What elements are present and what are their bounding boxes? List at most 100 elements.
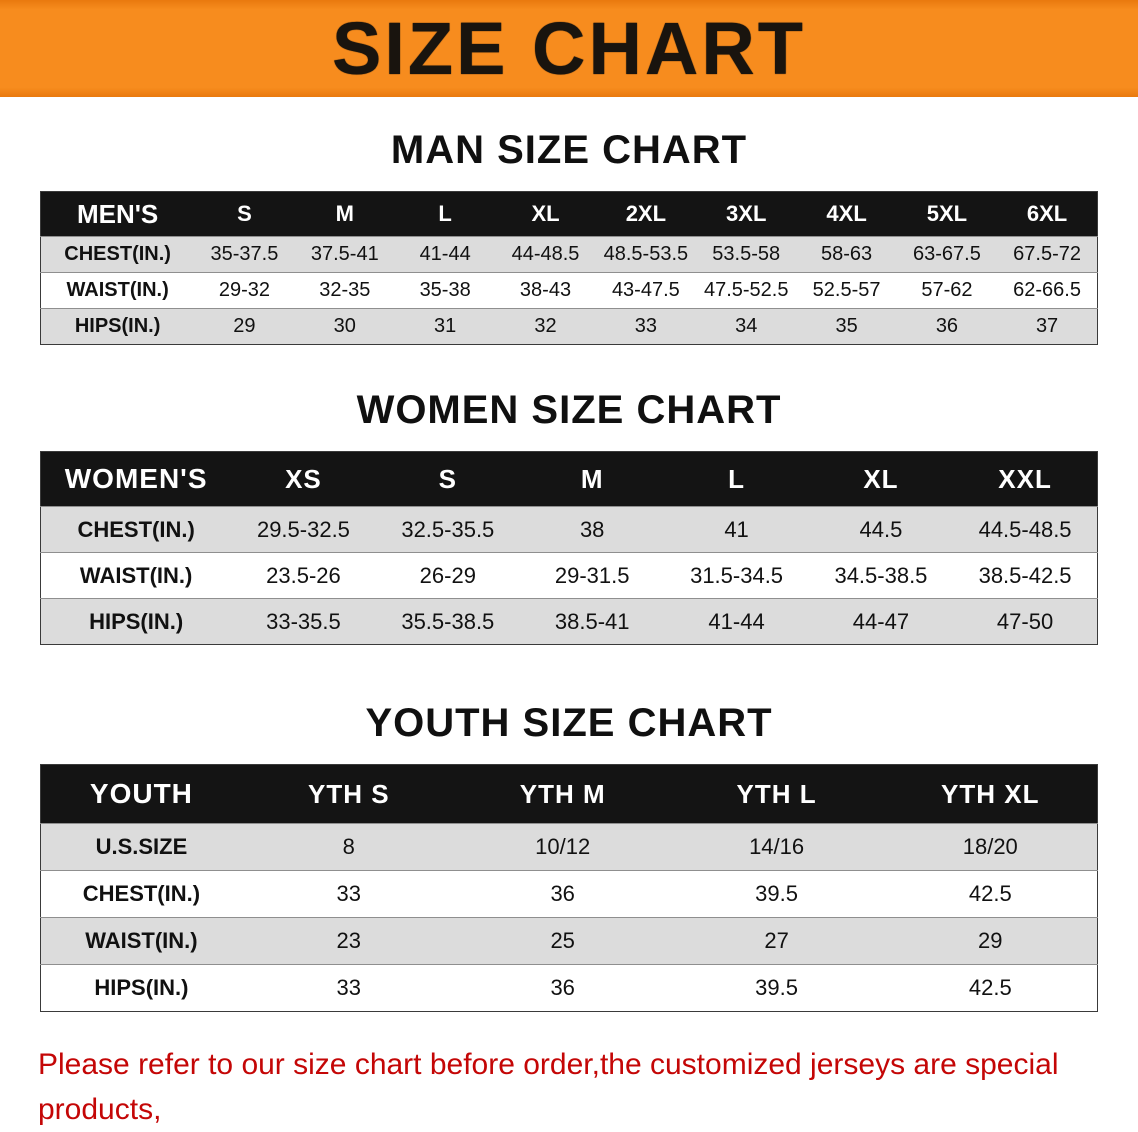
women-size-table: WOMEN'S XS S M L XL XXL CHEST(IN.) 29.5-32.5 32.5… xyxy=(40,451,1098,645)
men-size-table: MEN'S S M L XL 2XL 3XL 4XL 5XL 6XL CHEST(IN.) 35-37… xyxy=(40,191,1098,345)
table-row: CHEST(IN.) 35-37.5 37.5-41 41-44 44-48.5 48.5… xyxy=(40,236,1098,273)
value-cell: 29 xyxy=(883,917,1098,965)
table-header-row: MEN'S S M L XL 2XL 3XL 4XL 5XL 6XL xyxy=(40,191,1098,237)
youth-section-heading: YOUTH SIZE CHART xyxy=(365,701,773,745)
value-cell: 33 xyxy=(595,308,697,345)
table-title-cell: YOUTH xyxy=(40,764,242,824)
value-cell: 8 xyxy=(241,823,456,871)
size-header-cell: 6XL xyxy=(997,191,1098,237)
value-cell: 18/20 xyxy=(883,823,1098,871)
value-cell: 41-44 xyxy=(664,598,809,645)
value-cell: 34.5-38.5 xyxy=(808,552,954,599)
value-cell: 63-67.5 xyxy=(896,236,998,273)
table-row: HIPS(IN.) 33-35.5 35.5-38.5 38.5-41 41-44 44-… xyxy=(40,598,1098,645)
table-row: U.S.SIZE 8 10/12 14/16 18/20 xyxy=(40,823,1098,871)
value-cell: 35-37.5 xyxy=(194,236,295,273)
row-label-cell: U.S.SIZE xyxy=(40,823,242,871)
value-cell: 57-62 xyxy=(896,272,998,309)
value-cell: 39.5 xyxy=(669,870,884,918)
value-cell: 29-32 xyxy=(194,272,295,309)
value-cell: 58-63 xyxy=(796,236,897,273)
table-title-cell: WOMEN'S xyxy=(40,451,232,507)
size-header-cell: YTH L xyxy=(669,764,884,824)
value-cell: 52.5-57 xyxy=(796,272,897,309)
value-cell: 42.5 xyxy=(883,964,1098,1012)
size-header-cell: XS xyxy=(231,451,376,507)
row-label-cell: HIPS(IN.) xyxy=(40,598,232,645)
row-label-cell: CHEST(IN.) xyxy=(40,870,242,918)
row-label-cell: CHEST(IN.) xyxy=(40,506,232,553)
size-header-cell: M xyxy=(294,191,395,237)
disclaimer: Please refer to our size chart before or… xyxy=(38,1042,1100,1132)
value-cell: 53.5-58 xyxy=(696,236,797,273)
value-cell: 62-66.5 xyxy=(997,272,1098,309)
size-header-cell: S xyxy=(194,191,295,237)
value-cell: 44-47 xyxy=(808,598,954,645)
size-header-cell: XXL xyxy=(953,451,1098,507)
size-header-cell: M xyxy=(520,451,665,507)
value-cell: 29-31.5 xyxy=(520,552,665,599)
value-cell: 10/12 xyxy=(455,823,670,871)
value-cell: 33 xyxy=(241,870,456,918)
value-cell: 67.5-72 xyxy=(997,236,1098,273)
size-header-cell: 2XL xyxy=(595,191,697,237)
value-cell: 38.5-42.5 xyxy=(953,552,1098,599)
women-size-section: WOMEN SIZE CHART WOMEN'S XS S M L XL XXL CHEST(… xyxy=(0,387,1138,645)
size-header-cell: YTH M xyxy=(455,764,670,824)
value-cell: 32.5-35.5 xyxy=(375,506,520,553)
banner: SIZE CHART xyxy=(0,0,1138,97)
row-label-cell: WAIST(IN.) xyxy=(40,552,232,599)
table-header-row: WOMEN'S XS S M L XL XXL xyxy=(40,451,1098,507)
value-cell: 37.5-41 xyxy=(294,236,395,273)
value-cell: 48.5-53.5 xyxy=(595,236,697,273)
men-size-section: MAN SIZE CHART MEN'S S M L XL 2XL 3XL 4XL 5XL 6XL… xyxy=(0,127,1138,345)
value-cell: 31 xyxy=(394,308,496,345)
value-cell: 44.5-48.5 xyxy=(953,506,1098,553)
value-cell: 47-50 xyxy=(953,598,1098,645)
value-cell: 39.5 xyxy=(669,964,884,1012)
value-cell: 26-29 xyxy=(375,552,520,599)
value-cell: 33-35.5 xyxy=(231,598,376,645)
disclaimer-line-1: Please refer to our size chart before or… xyxy=(38,1048,1059,1126)
value-cell: 38.5-41 xyxy=(520,598,665,645)
value-cell: 35 xyxy=(796,308,897,345)
value-cell: 47.5-52.5 xyxy=(696,272,797,309)
value-cell: 42.5 xyxy=(883,870,1098,918)
size-header-cell: L xyxy=(664,451,809,507)
value-cell: 44.5 xyxy=(808,506,954,553)
value-cell: 38-43 xyxy=(495,272,596,309)
youth-size-table: YOUTH YTH S YTH M YTH L YTH XL U.S.SIZE 8 10/12… xyxy=(40,764,1098,1012)
value-cell: 34 xyxy=(696,308,797,345)
table-title-cell: MEN'S xyxy=(40,191,195,237)
size-header-cell: XL xyxy=(808,451,954,507)
row-label-cell: CHEST(IN.) xyxy=(40,236,195,273)
men-section-heading: MAN SIZE CHART xyxy=(390,128,748,172)
value-cell: 31.5-34.5 xyxy=(664,552,809,599)
size-header-cell: 4XL xyxy=(796,191,897,237)
value-cell: 29.5-32.5 xyxy=(231,506,376,553)
size-header-cell: 5XL xyxy=(896,191,998,237)
size-header-cell: S xyxy=(375,451,520,507)
value-cell: 23 xyxy=(241,917,456,965)
value-cell: 29 xyxy=(194,308,295,345)
page-title: SIZE CHART xyxy=(332,6,806,90)
table-row: CHEST(IN.) 33 36 39.5 42.5 xyxy=(40,870,1098,918)
value-cell: 23.5-26 xyxy=(231,552,376,599)
value-cell: 25 xyxy=(455,917,670,965)
youth-size-section: YOUTH SIZE CHART YOUTH YTH S YTH M YTH L YTH… xyxy=(0,700,1138,1012)
value-cell: 35-38 xyxy=(394,272,496,309)
value-cell: 33 xyxy=(241,964,456,1012)
value-cell: 36 xyxy=(896,308,998,345)
value-cell: 36 xyxy=(455,870,670,918)
size-header-cell: YTH S xyxy=(241,764,456,824)
table-row: CHEST(IN.) 29.5-32.5 32.5-35.5 38 41 44.5 44.5… xyxy=(40,506,1098,553)
row-label-cell: WAIST(IN.) xyxy=(40,272,195,309)
value-cell: 41 xyxy=(664,506,809,553)
row-label-cell: WAIST(IN.) xyxy=(40,917,242,965)
value-cell: 27 xyxy=(669,917,884,965)
row-label-cell: HIPS(IN.) xyxy=(40,964,242,1012)
women-section-heading: WOMEN SIZE CHART xyxy=(356,388,782,432)
value-cell: 14/16 xyxy=(669,823,884,871)
table-row: WAIST(IN.) 23 25 27 29 xyxy=(40,917,1098,965)
value-cell: 37 xyxy=(997,308,1098,345)
